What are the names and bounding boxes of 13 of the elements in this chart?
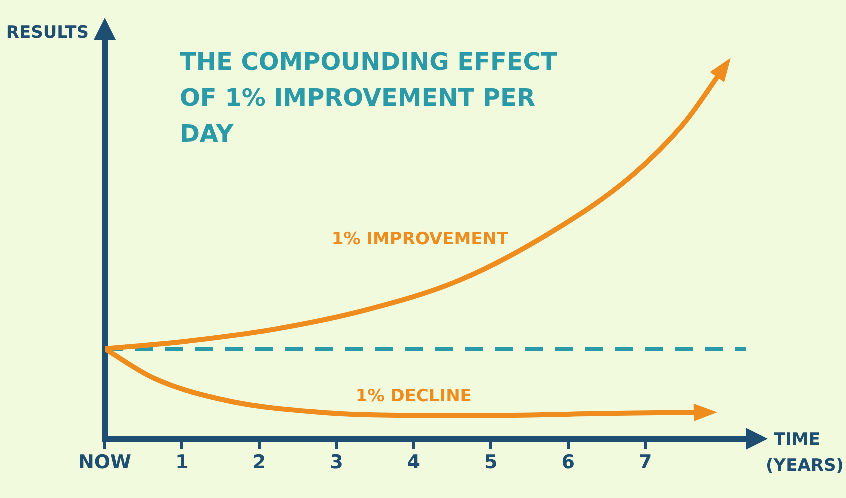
series-label: 1% DECLINE — [356, 386, 472, 407]
x-tick-label: 1 — [176, 452, 189, 474]
series-label: 1% IMPROVEMENT — [332, 229, 509, 250]
x-tick-label: NOW — [78, 452, 132, 474]
text: THE COMPOUNDING EFFECT OF 1% IMPROVEMENT PER DAY — [180, 48, 558, 148]
x-axis-title: TIME (YEARS) — [766, 430, 844, 476]
x-tick-label: 3 — [330, 452, 344, 474]
x-tick-label: 6 — [562, 452, 575, 474]
x-tick-label: 7 — [638, 452, 652, 474]
x-tick-label: 4 — [407, 452, 421, 474]
x-tick-label: 5 — [484, 452, 498, 474]
y-axis-title: RESULTS — [6, 23, 89, 43]
x-tick-label: 2 — [252, 452, 266, 474]
